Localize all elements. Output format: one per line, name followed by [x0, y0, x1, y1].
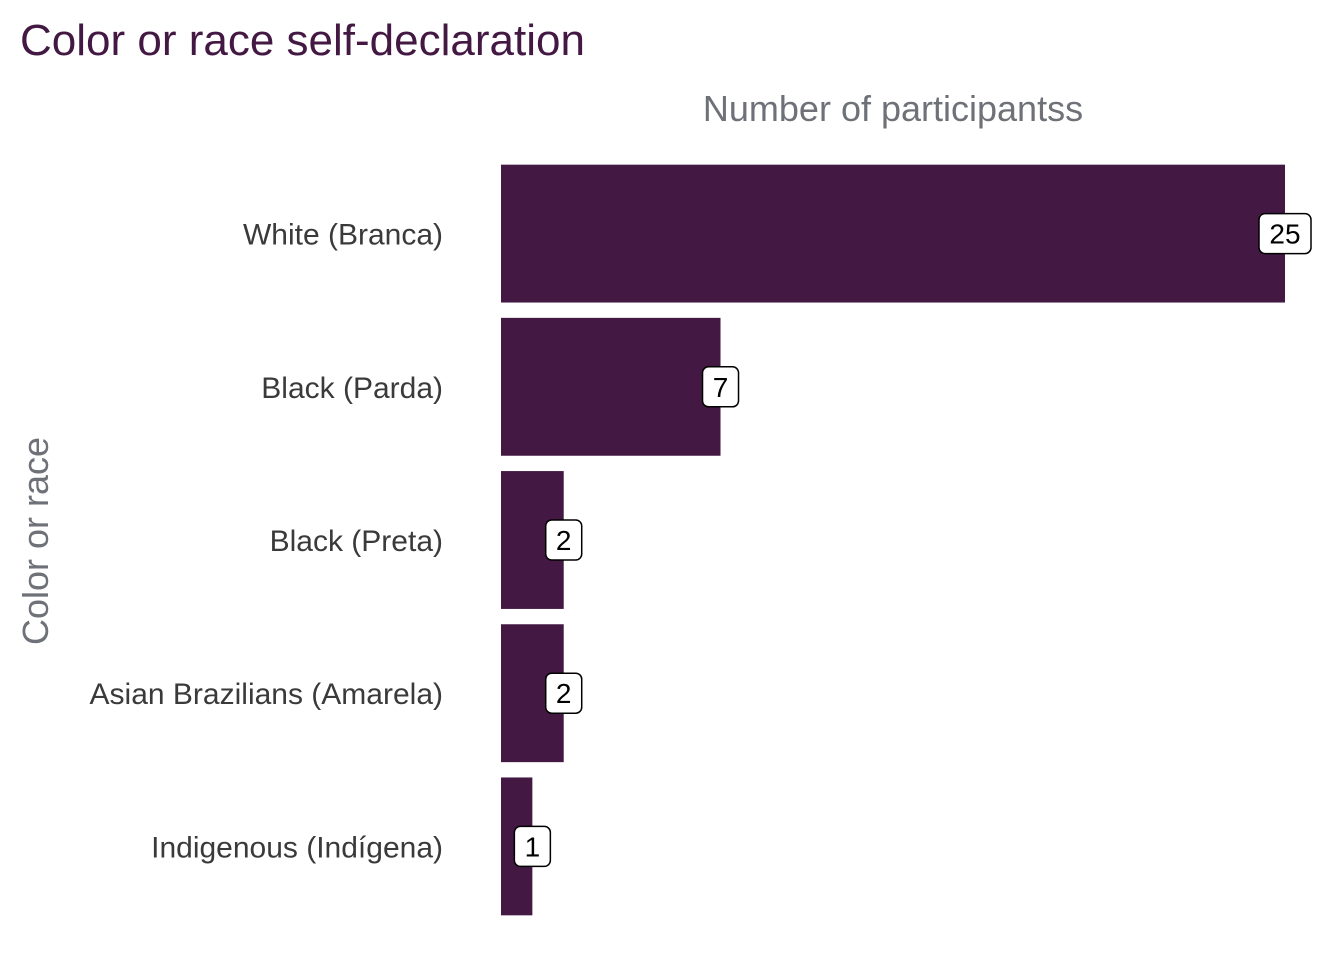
data-label-box [544, 672, 583, 714]
data-labels-group: 25 7 2 2 1 [513, 212, 1312, 868]
data-label: 1 [513, 825, 552, 868]
data-label-text: 7 [713, 372, 729, 403]
y-tick-label: Black (Parda) [261, 372, 443, 405]
data-label-text: 1 [525, 831, 541, 862]
data-label-box [513, 825, 552, 868]
data-label: 2 [544, 672, 583, 714]
data-label-box [544, 519, 583, 561]
y-tick-label: Black (Preta) [270, 525, 443, 558]
y-tick-label: White (Branca) [243, 219, 443, 252]
y-axis-title: Color or race [15, 437, 56, 645]
data-label-box [1258, 212, 1312, 255]
data-label-text: 2 [556, 678, 572, 709]
bars-group [501, 164, 1285, 916]
y-tick-label: Indigenous (Indígena) [151, 831, 443, 864]
bar [501, 164, 1285, 303]
data-label-text: 2 [556, 525, 572, 556]
data-label-box [701, 366, 740, 408]
y-tick-labels: White (Branca) Black (Parda) Black (Preta)… [90, 219, 443, 865]
x-axis-title: Number of participantss [703, 88, 1083, 129]
data-label-text: 25 [1269, 219, 1300, 250]
y-tick-label: Asian Brazilians (Amarela) [90, 678, 443, 711]
chart-title: Color or race self-declaration [20, 16, 585, 65]
data-label: 7 [701, 366, 740, 408]
data-label: 25 [1258, 212, 1312, 255]
bar [501, 317, 721, 456]
data-label: 2 [544, 519, 583, 561]
